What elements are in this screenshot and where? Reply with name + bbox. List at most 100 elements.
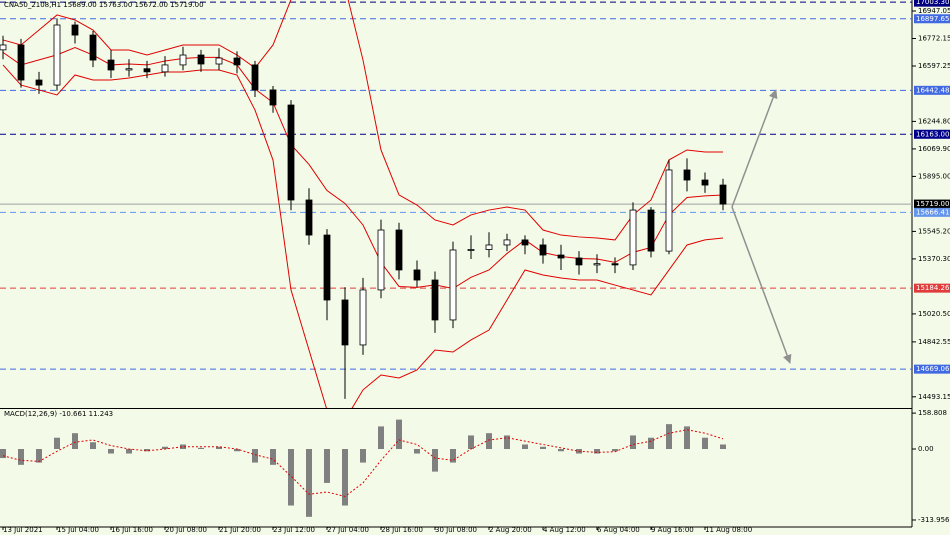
candle-body — [485, 244, 493, 250]
macd-bar — [666, 424, 672, 450]
y-tick-label: 15545.20 — [918, 227, 950, 235]
level-box — [914, 283, 950, 293]
level-label: 16163.00 — [916, 130, 949, 138]
macd-bar — [414, 449, 420, 454]
macd-bar — [216, 446, 222, 450]
band-upper — [2, 0, 723, 241]
macd-bar — [342, 449, 348, 506]
level-label: 17003.30 — [916, 0, 949, 6]
candle-body — [125, 68, 133, 71]
x-tick-label: 11 Aug 08:00 — [705, 526, 752, 534]
macd-bar — [324, 449, 330, 483]
y-tick-label: 15895.00 — [918, 172, 950, 180]
macd-bar — [702, 437, 708, 450]
level-box — [914, 364, 950, 374]
macd-bar — [270, 449, 276, 465]
level-box — [914, 0, 950, 7]
candle-body — [539, 244, 547, 256]
candle-body — [449, 249, 457, 321]
level-label: 16442.48 — [916, 86, 949, 94]
x-tick-label: 20 Jul 08:00 — [165, 526, 207, 534]
macd-bar — [234, 449, 240, 452]
x-tick-label: 9 Aug 16:00 — [651, 526, 694, 534]
macd-bar — [684, 426, 690, 450]
candle-body — [251, 64, 259, 91]
candle-body — [71, 24, 79, 36]
level-box — [914, 14, 950, 24]
macd-bar — [540, 446, 546, 450]
candle-body — [53, 24, 61, 86]
candle-body — [377, 229, 385, 291]
level-box — [914, 199, 950, 209]
macd-bar — [648, 437, 654, 450]
candle-body — [89, 34, 97, 61]
x-tick-label: 4 Aug 12:00 — [543, 526, 586, 534]
macd-signal — [2, 429, 724, 498]
macd-bar — [288, 449, 294, 506]
macd-title: MACD(12,26,9) -10.661 11.243 — [4, 410, 113, 418]
y-tick-label: 15370.30 — [918, 255, 950, 263]
candle-body — [629, 209, 637, 266]
macd-bar — [198, 447, 204, 450]
candle-body — [107, 59, 115, 71]
macd-bar — [126, 449, 132, 454]
macd-bar — [720, 444, 726, 450]
level-label: 14669.06 — [916, 365, 950, 373]
x-tick-label: 13 Jul 2021 — [3, 526, 43, 534]
candle-body — [233, 57, 241, 66]
x-tick-label: 21 Jul 20:00 — [219, 526, 261, 534]
macd-bar — [54, 437, 60, 450]
macd-tick-label: -313.956 — [918, 516, 950, 524]
level-box — [914, 129, 950, 139]
candle-body — [143, 68, 151, 73]
y-tick-label: 16947.05 — [918, 7, 950, 15]
candle-body — [521, 239, 529, 246]
x-tick-label: 15 Jul 04:00 — [57, 526, 99, 534]
macd-bar — [504, 435, 510, 450]
macd-bar — [162, 446, 168, 450]
chart-title: CNA50_2108,H1 15689.00 15763.00 15672.00… — [4, 1, 204, 9]
candle-body — [701, 179, 709, 186]
level-label: 15666.41 — [916, 208, 949, 216]
x-tick-label: 27 Jul 04:00 — [327, 526, 369, 534]
candle-body — [179, 54, 187, 66]
candle-body — [359, 289, 367, 346]
level-label: 15184.26 — [916, 284, 950, 292]
macd-bar — [612, 449, 618, 452]
x-tick-label: 30 Jul 08:00 — [435, 526, 477, 534]
x-tick-label: 2 Aug 20:00 — [489, 526, 532, 534]
candle-body — [35, 79, 43, 86]
x-tick-label: 28 Jul 16:00 — [381, 526, 423, 534]
macd-bar — [378, 426, 384, 450]
macd-bar — [72, 433, 78, 450]
y-tick-label: 14493.15 — [918, 393, 950, 401]
candle-body — [161, 64, 169, 73]
macd-tick-label: 158.808 — [918, 409, 947, 417]
candle-body — [719, 184, 727, 205]
band-lower — [2, 64, 724, 408]
candle-body — [467, 249, 475, 251]
macd — [0, 419, 726, 517]
macd-bar — [306, 449, 312, 517]
candle-body — [287, 104, 295, 201]
macd-bar — [180, 444, 186, 450]
y-tick-label: 16244.80 — [918, 117, 950, 125]
candles — [0, 18, 727, 399]
macd-bar — [450, 449, 456, 463]
level-label: 15719.00 — [916, 200, 949, 208]
candle-body — [305, 199, 313, 236]
candle-body — [395, 229, 403, 271]
level-label: 16897.65 — [916, 15, 949, 23]
y-tick-label: 16069.90 — [918, 145, 950, 153]
macd-bar — [522, 444, 528, 450]
candle-body — [197, 54, 205, 65]
candle-body — [323, 234, 331, 301]
candle-body — [647, 209, 655, 252]
macd-bar — [396, 419, 402, 450]
candle-body — [665, 169, 673, 252]
x-tick-label: 23 Jul 12:00 — [273, 526, 315, 534]
candle-body — [341, 299, 349, 346]
